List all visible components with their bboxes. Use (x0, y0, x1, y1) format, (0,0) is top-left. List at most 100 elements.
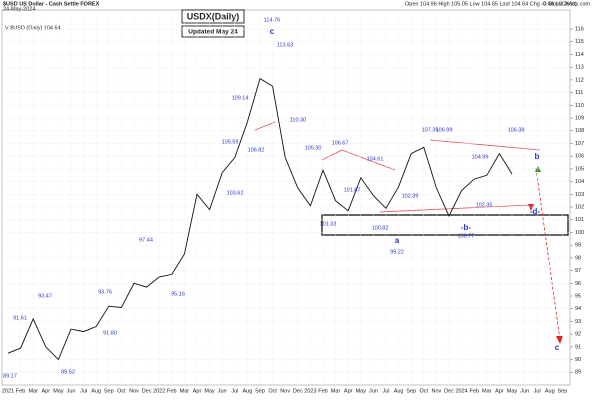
wave-label: 89.17 (3, 373, 17, 379)
wave-label: a (395, 236, 400, 245)
x-tick-label: 2021 (2, 388, 14, 394)
x-tick-label: Feb (16, 388, 25, 394)
wave-label: 100.77 (458, 233, 475, 239)
wave-label: -b- (461, 223, 472, 232)
subtitle-box (181, 25, 245, 38)
x-tick-label: May (204, 388, 215, 394)
wave-label: b (535, 152, 540, 161)
x-tick-label: 2023 (304, 388, 316, 394)
legend-text: V $USD (Daily) 104.64 (5, 25, 61, 31)
x-tick-label: Nov (280, 388, 290, 394)
y-tick-label: 104 (575, 179, 584, 185)
wave-label: 104.61 (367, 156, 384, 162)
trend-line (321, 149, 343, 161)
x-tick-label: 2024 (455, 388, 467, 394)
y-tick-label: 106 (575, 154, 584, 160)
y-tick-label: 94 (575, 306, 581, 312)
y-tick-label: 91 (575, 344, 581, 350)
wave-label: 102.39 (402, 193, 419, 199)
x-tick-label: Jun (67, 388, 76, 394)
x-tick-label: Dec (444, 388, 454, 394)
wave-label: 113.63 (277, 42, 293, 48)
y-tick-label: 93 (575, 319, 581, 325)
wave-label: 91.61 (13, 315, 27, 321)
y-tick-label: 89 (575, 370, 581, 376)
x-tick-label: Jul (231, 388, 238, 394)
wave-label: -d- (530, 207, 541, 216)
x-tick-label: Nov (432, 388, 442, 394)
wave-label: 104.99 (472, 154, 489, 160)
x-tick-label: Feb (167, 388, 176, 394)
quote: Open 104.96 High 105.05 Low 104.65 Last … (405, 1, 577, 7)
y-tick-label: 107 (575, 141, 584, 147)
wave-label: 97.44 (139, 237, 153, 243)
x-tick-label: Oct (420, 388, 429, 394)
x-tick-label: Jul (534, 388, 541, 394)
y-tick-label: 112 (575, 77, 584, 83)
x-tick-label: Mar (482, 388, 492, 394)
x-tick-label: Oct (268, 388, 277, 394)
y-tick-label: 116 (575, 27, 584, 33)
x-tick-label: Sep (104, 388, 114, 394)
wave-label: 95.16 (171, 291, 185, 297)
y-tick-label: 114 (575, 52, 584, 58)
projection (535, 167, 561, 341)
wave-label: 93.76 (98, 289, 112, 295)
x-tick-label: May (356, 388, 367, 394)
wave-label: 106.67 (332, 140, 349, 146)
x-tick-label: Apr (42, 388, 51, 394)
wave-label: 103.62 (227, 190, 244, 196)
y-tick-label: 95 (575, 293, 581, 299)
y-tick-label: 110 (575, 103, 584, 109)
x-tick-label: Aug (243, 388, 253, 394)
x-tick-label: Sep (255, 388, 265, 394)
y-tick-label: 109 (575, 116, 584, 122)
x-tick-label: Apr (495, 388, 504, 394)
y-tick-label: 92 (575, 332, 581, 338)
wave-label: 106.38 (508, 127, 525, 133)
x-tick-label: Aug (91, 388, 101, 394)
wave-label: 105.59 (222, 139, 239, 145)
wave-label: 114.76 (264, 17, 280, 23)
credit: © StockCharts.com (543, 0, 591, 7)
wave-label: c (555, 343, 560, 352)
y-tick-label: 100 (575, 230, 584, 236)
x-tick-label: Nov (129, 388, 139, 394)
trend-line (254, 121, 276, 131)
wave-label: 110.30 (290, 117, 306, 123)
x-tick-label: Feb (469, 388, 478, 394)
x-tick-label: Jul (382, 388, 389, 394)
subtitle: Updated May 24 (188, 29, 238, 36)
x-tick-label: Dec (293, 388, 303, 394)
x-tick-label: Oct (117, 388, 126, 394)
support-zone (321, 214, 569, 236)
x-tick-label: Aug (394, 388, 404, 394)
wave-label: 93.47 (38, 293, 52, 299)
arrow-head (556, 336, 563, 344)
x-tick-label: May (53, 388, 64, 394)
x-tick-label: Jun (369, 388, 378, 394)
x-tick-label: Feb (318, 388, 327, 394)
wave-label: 100.82 (372, 225, 389, 231)
x-tick-label: Mar (331, 388, 341, 394)
date: 24-May-2024 (3, 6, 35, 12)
x-tick-label: Mar (180, 388, 190, 394)
wave-label: 106.82 (248, 147, 265, 153)
wave-label: 89.52 (61, 369, 75, 375)
x-tick-label: Dec (142, 388, 152, 394)
y-tick-label: 98 (575, 255, 581, 261)
trend-line (379, 204, 531, 213)
arrow-head (528, 204, 534, 211)
x-tick-label: Jul (80, 388, 87, 394)
y-tick-label: 99 (575, 243, 581, 249)
y-tick-label: 97 (575, 268, 581, 274)
x-tick-label: Sep (406, 388, 416, 394)
wave-label: 101.87 (344, 187, 361, 193)
x-tick-label: Apr (193, 388, 202, 394)
y-tick-label: 108 (575, 128, 584, 134)
wave-label: 99.22 (390, 249, 404, 255)
y-tick-label: 111 (575, 90, 583, 96)
y-tick-label: 115 (575, 39, 584, 45)
y-tick-label: 113 (575, 65, 584, 71)
